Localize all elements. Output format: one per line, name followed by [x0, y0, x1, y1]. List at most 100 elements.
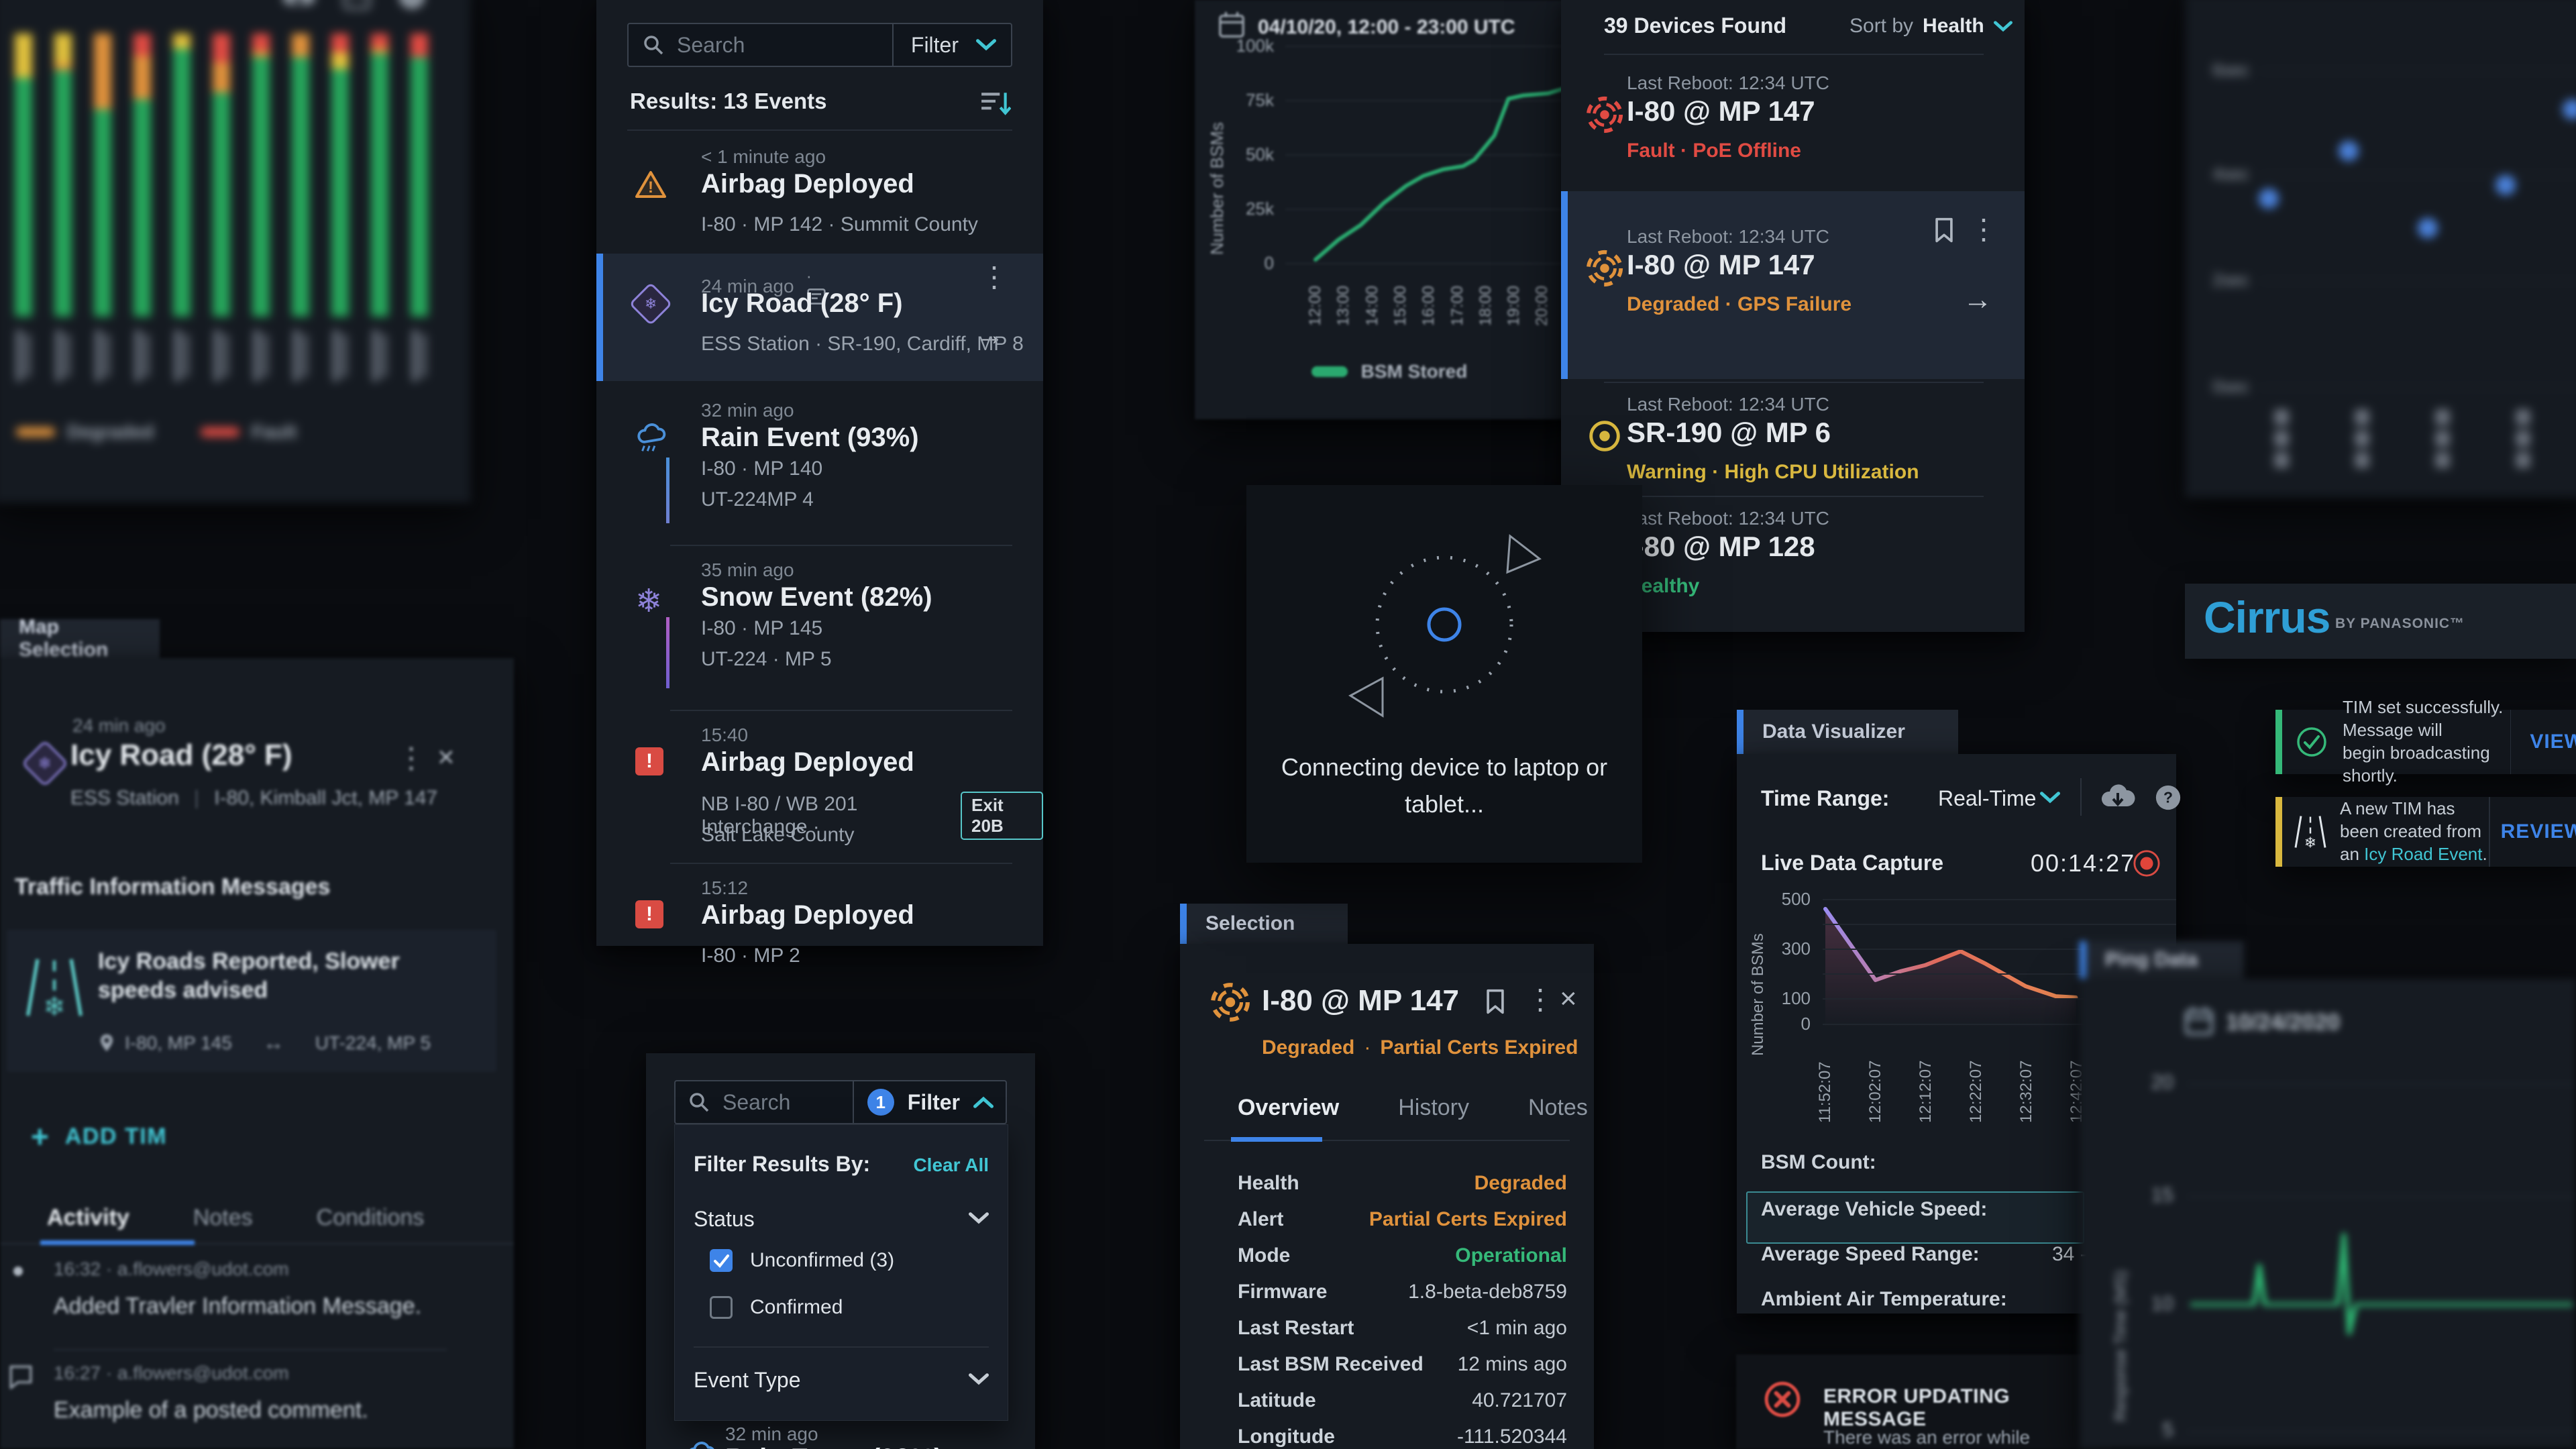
record-icon[interactable] — [2133, 849, 2161, 877]
y-tick-label: 10 — [2151, 1293, 2174, 1315]
calendar-icon[interactable] — [1218, 11, 1246, 39]
bar-segment-red — [411, 34, 428, 57]
sort-dropdown[interactable]: Sort by Health — [1849, 15, 2012, 38]
sort-icon[interactable] — [980, 89, 1011, 119]
filter-panel: Search 1 Filter Filter Results By: Clear… — [646, 1053, 1035, 1449]
kebab-menu-icon[interactable]: ⋮ — [397, 742, 425, 773]
y-tick-label: 20 — [2151, 1071, 2174, 1093]
tab-activity[interactable]: Activity — [47, 1205, 129, 1230]
tab-ping-data[interactable]: Ping Data — [2080, 941, 2244, 979]
tim-card[interactable]: ❄ Icy Roads Reported, Slower speeds advi… — [7, 930, 496, 1072]
calendar-icon[interactable] — [2184, 1006, 2214, 1036]
tab-selection[interactable]: Selection — [1180, 904, 1348, 944]
field-value: Partial Certs Expired — [1368, 1208, 1567, 1230]
kebab-menu-icon[interactable]: ⋮ — [1526, 983, 1554, 1015]
tab-history[interactable]: History — [1398, 1095, 1470, 1120]
event-list-item[interactable]: 32 min ago Rain Event (93%) I-80 · MP 140 U… — [596, 388, 1043, 547]
tab-overview[interactable]: Overview — [1238, 1095, 1340, 1120]
filter-results-by-label: Filter Results By: — [694, 1152, 871, 1176]
scatter-point — [2339, 141, 2359, 161]
event-list-item[interactable]: 15:40! Airbag Deployed NB I-80 / WB 201 In… — [596, 712, 1043, 865]
x-tick-blob — [25, 333, 31, 378]
help-icon[interactable]: ? — [397, 0, 427, 11]
sort-by-label: Sort by — [1849, 15, 1914, 37]
bar-segment-yellow — [15, 34, 32, 78]
bar-segment-orange — [292, 34, 309, 57]
panel-toolbar: ? — [280, 0, 427, 11]
review-button[interactable]: REVIEW — [2500, 820, 2576, 843]
field-value: 1.8-beta-deb8759 — [1408, 1281, 1567, 1303]
view-button[interactable]: VIEW — [2530, 731, 2576, 753]
health-bar — [173, 34, 191, 317]
device-name: I-80 @ MP 147 — [1627, 249, 1815, 280]
tab-map-selection[interactable]: Map Selection — [0, 616, 160, 661]
gridline — [1823, 949, 2176, 950]
checkbox-unchecked[interactable] — [710, 1296, 733, 1319]
tab-notes[interactable]: Notes — [193, 1205, 253, 1230]
close-icon[interactable]: × — [1560, 982, 1577, 1015]
arrow-right-icon[interactable]: → — [1963, 283, 1992, 316]
gridline — [2259, 70, 2576, 72]
bar-segment-green — [15, 78, 32, 317]
y-axis-label: Response Time (MS) — [2112, 1270, 2130, 1421]
event-title: Snow Event (82%) — [701, 582, 932, 612]
time-range-value[interactable]: Real-Time — [1938, 786, 2037, 810]
icy-road-icon: ❄ — [21, 739, 69, 788]
stat-label: BSM Count: — [1761, 1151, 1876, 1173]
event-title: Icy Road (28° F) — [701, 288, 903, 318]
chevron-down-icon[interactable] — [976, 39, 996, 51]
icy-road-event-link[interactable]: Icy Road Event — [2364, 843, 2483, 864]
tab-notes[interactable]: Notes — [1528, 1095, 1588, 1120]
bookmark-icon[interactable] — [1931, 217, 1957, 244]
chevron-up-icon[interactable] — [973, 1096, 994, 1108]
x-tick-blob — [293, 329, 299, 382]
search-bar[interactable]: Search Filter — [627, 23, 1012, 67]
checkbox-checked[interactable] — [710, 1249, 733, 1272]
gridline — [1823, 973, 2176, 975]
legend-item: Fault — [201, 421, 297, 443]
error-toast[interactable]: ERROR UPDATING MESSAGE There was an erro… — [1736, 1354, 2112, 1449]
alert-square-icon: ! — [635, 900, 663, 928]
event-list-item[interactable]: < 1 minute ago! Airbag Deployed I-80 · MP … — [596, 134, 1043, 254]
chevron-down-icon[interactable] — [969, 1212, 989, 1224]
device-list-item[interactable]: Last Reboot: 12:34 UTC I-80 @ MP 147 Degra… — [1561, 191, 2025, 379]
filter-option[interactable]: Confirmed — [710, 1296, 843, 1319]
device-list-item[interactable]: Last Reboot: 12:34 UTC I-80 @ MP 147 Fault… — [1561, 64, 2025, 181]
filter-option[interactable]: Unconfirmed (3) — [710, 1249, 894, 1272]
toast-tim-created[interactable]: ❄ A new TIM has been created from an Icy… — [2275, 797, 2576, 867]
event-list-item[interactable]: 15:12! Airbag Deployed I-80 · MP 2 — [596, 865, 1043, 967]
cloud-download-icon[interactable] — [2099, 782, 2137, 810]
legend-swatch — [1311, 366, 1348, 377]
bookmark-icon[interactable] — [1482, 988, 1509, 1015]
bar-chart-x-labels — [15, 329, 451, 386]
rsu-device-icon — [1585, 95, 1624, 134]
device-list-item[interactable]: Last Reboot: 12:34 UTC SR-190 @ MP 6 Warni… — [1561, 386, 2025, 500]
filter-button[interactable]: Filter — [907, 1089, 960, 1114]
search-bar[interactable]: Search 1 Filter — [674, 1080, 1007, 1124]
activity-meta: 16:27 · a.flowers@udot.com — [54, 1362, 289, 1383]
toast-tim-success[interactable]: TIM set successfully. Message will begin … — [2275, 697, 2576, 786]
calendar-icon[interactable] — [342, 0, 372, 11]
filter-button[interactable]: Filter — [910, 32, 959, 57]
event-list-item[interactable]: 35 min ago ❄ Snow Event (82%) I-80 · MP 145… — [596, 547, 1043, 712]
kebab-menu-icon[interactable]: ⋮ — [1970, 213, 1998, 245]
tab-data-visualizer[interactable]: Data Visualizer — [1737, 710, 1958, 754]
event-meta-text: I-80 · MP 145 — [701, 617, 823, 639]
bar-segment-red — [252, 34, 270, 50]
bar-segment-red — [213, 34, 230, 62]
kebab-menu-icon[interactable]: ⋮ — [980, 261, 1008, 292]
event-list-item[interactable]: 24 min ago · ⋮ → ❄ Icy Road (28° F) ESS Stati… — [596, 254, 1043, 381]
chevron-down-icon[interactable] — [969, 1373, 989, 1385]
legend-swatch — [201, 427, 240, 437]
device-list-item[interactable]: Last Reboot: 12:34 UTC I-80 @ MP 128 Healt… — [1561, 500, 2025, 632]
add-tim-button[interactable]: + ADD TIM — [31, 1121, 167, 1152]
close-icon[interactable]: × — [437, 741, 455, 773]
arrow-right-icon[interactable]: → — [975, 319, 1004, 352]
chevron-down-icon[interactable] — [2040, 792, 2060, 804]
tab-conditions[interactable]: Conditions — [316, 1205, 425, 1230]
cloud-download-icon[interactable] — [280, 0, 317, 11]
bar-segment-green — [94, 109, 111, 317]
clear-all-button[interactable]: Clear All — [913, 1155, 989, 1175]
help-icon[interactable]: ? — [2154, 784, 2182, 812]
legend-swatch — [16, 427, 55, 437]
